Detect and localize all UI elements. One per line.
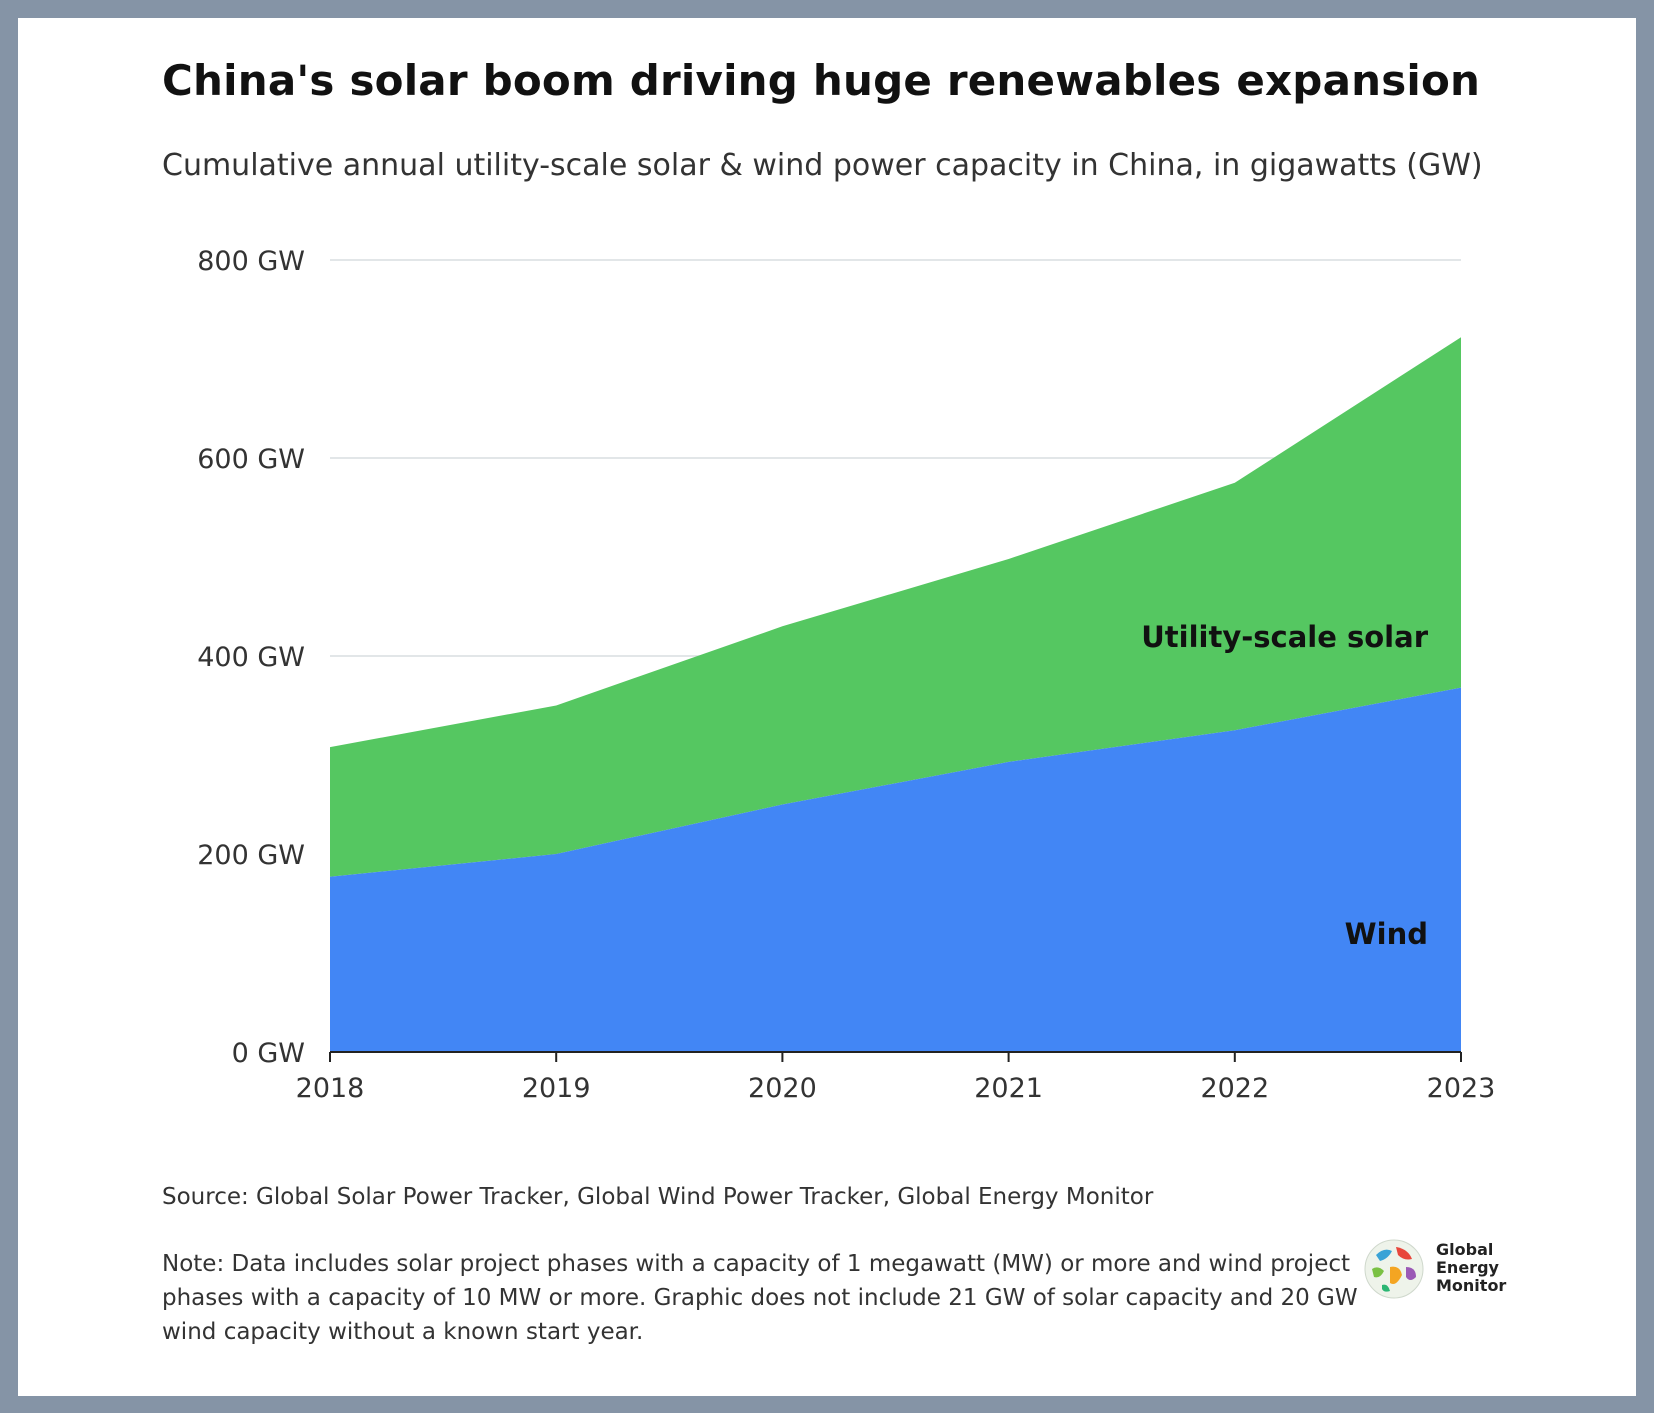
logo-line-1: Global — [1436, 1240, 1494, 1259]
y-tick-label: 800 GW — [197, 246, 305, 277]
gem-logo: Global Energy Monitor — [1362, 1229, 1622, 1309]
wind-area — [330, 687, 1461, 1052]
x-tick-label: 2023 — [1427, 1073, 1496, 1104]
logo-line-2: Energy — [1436, 1258, 1499, 1277]
x-tick-label: 2018 — [296, 1073, 365, 1104]
note-text: Note: Data includes solar project phases… — [162, 1251, 1358, 1345]
x-tick-label: 2022 — [1200, 1073, 1269, 1104]
y-tick-label: 400 GW — [197, 642, 305, 673]
logo-line-3: Monitor — [1436, 1276, 1507, 1295]
y-tick-label: 200 GW — [197, 840, 305, 871]
x-axis: 2018 2019 2020 2021 2022 2023 — [296, 1051, 1496, 1104]
solar-area — [330, 337, 1461, 877]
chart-title: China's solar boom driving huge renewabl… — [162, 56, 1481, 105]
x-tick-label: 2019 — [522, 1073, 591, 1104]
y-tick-label: 600 GW — [197, 444, 305, 475]
logo-wordmark: Global Energy Monitor — [1436, 1241, 1506, 1295]
source-text: Source: Global Solar Power Tracker, Glob… — [162, 1184, 1154, 1210]
chart-subtitle: Cumulative annual utility-scale solar & … — [162, 148, 1483, 183]
series-labels: Wind Utility-scale solar — [1141, 620, 1428, 951]
series-label-solar: Utility-scale solar — [1141, 620, 1428, 654]
area-series — [330, 337, 1461, 1052]
series-label-wind: Wind — [1345, 917, 1428, 951]
y-tick-label: 0 GW — [232, 1038, 305, 1069]
x-tick-label: 2020 — [748, 1073, 817, 1104]
y-axis: 0 GW 200 GW 400 GW 600 GW 800 GW — [197, 246, 305, 1069]
globe-icon — [1364, 1239, 1424, 1299]
x-tick-label: 2021 — [974, 1073, 1043, 1104]
